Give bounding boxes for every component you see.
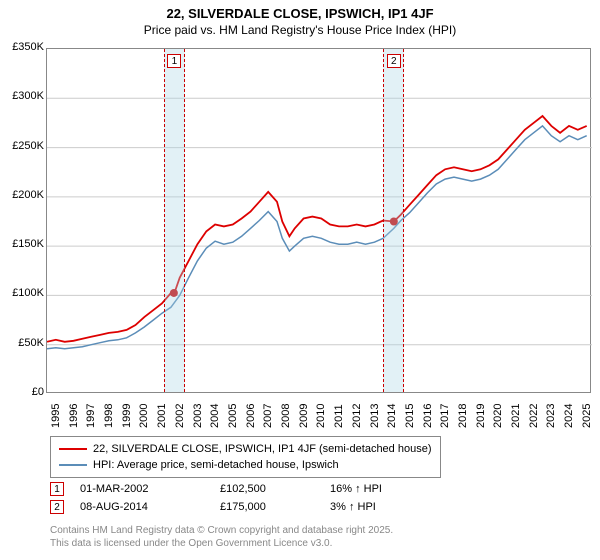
legend-box: 22, SILVERDALE CLOSE, IPSWICH, IP1 4JF (… xyxy=(50,436,441,478)
legend-label: 22, SILVERDALE CLOSE, IPSWICH, IP1 4JF (… xyxy=(93,443,432,455)
y-tick-label: £300K xyxy=(0,90,44,102)
chart-container: 22, SILVERDALE CLOSE, IPSWICH, IP1 4JF P… xyxy=(0,0,600,560)
x-tick-label: 2021 xyxy=(510,404,522,428)
legend-swatch xyxy=(59,448,87,450)
sale-date: 01-MAR-2002 xyxy=(80,483,220,495)
x-tick-label: 2003 xyxy=(192,404,204,428)
legend-label: HPI: Average price, semi-detached house,… xyxy=(93,459,339,471)
x-tick-label: 2024 xyxy=(563,404,575,428)
x-tick-label: 2019 xyxy=(475,404,487,428)
sale-marker-icon: 2 xyxy=(387,54,401,68)
sale-price: £102,500 xyxy=(220,483,330,495)
sale-shade xyxy=(164,49,185,392)
footer-attribution: Contains HM Land Registry data © Crown c… xyxy=(50,524,393,550)
sale-marker-icon: 2 xyxy=(50,500,64,514)
x-tick-label: 2006 xyxy=(245,404,257,428)
x-tick-label: 1998 xyxy=(103,404,115,428)
title-block: 22, SILVERDALE CLOSE, IPSWICH, IP1 4JF P… xyxy=(0,0,600,37)
x-tick-label: 2002 xyxy=(174,404,186,428)
y-tick-label: £200K xyxy=(0,189,44,201)
x-tick-label: 2020 xyxy=(492,404,504,428)
x-tick-label: 2000 xyxy=(138,404,150,428)
x-tick-label: 2013 xyxy=(369,404,381,428)
footer-line: This data is licensed under the Open Gov… xyxy=(50,537,393,550)
sale-marker-icon: 1 xyxy=(167,54,181,68)
chart-svg xyxy=(47,49,592,394)
legend-swatch xyxy=(59,464,87,466)
sale-row: 1 01-MAR-2002 £102,500 16% ↑ HPI xyxy=(50,480,570,498)
chart-title: 22, SILVERDALE CLOSE, IPSWICH, IP1 4JF xyxy=(0,6,600,21)
legend-item: HPI: Average price, semi-detached house,… xyxy=(59,457,432,473)
y-axis-labels: £0£50K£100K£150K£200K£250K£300K£350K xyxy=(0,48,44,393)
x-tick-label: 2018 xyxy=(457,404,469,428)
x-axis-labels: 1995 1996 1997 1998 1999 2000 2001 2002 2003 2004… xyxy=(46,398,591,430)
x-tick-label: 1995 xyxy=(50,404,62,428)
x-tick-label: 2010 xyxy=(315,404,327,428)
y-tick-label: £250K xyxy=(0,140,44,152)
y-tick-label: £100K xyxy=(0,287,44,299)
sale-price: £175,000 xyxy=(220,501,330,513)
x-tick-label: 2015 xyxy=(404,404,416,428)
x-tick-label: 2009 xyxy=(298,404,310,428)
y-tick-label: £350K xyxy=(0,41,44,53)
sale-shade xyxy=(383,49,404,392)
x-tick-label: 2007 xyxy=(262,404,274,428)
y-tick-label: £150K xyxy=(0,238,44,250)
x-tick-label: 2016 xyxy=(422,404,434,428)
sale-date: 08-AUG-2014 xyxy=(80,501,220,513)
legend-item: 22, SILVERDALE CLOSE, IPSWICH, IP1 4JF (… xyxy=(59,441,432,457)
x-tick-label: 2004 xyxy=(209,404,221,428)
x-tick-label: 2001 xyxy=(156,404,168,428)
sale-delta: 3% ↑ HPI xyxy=(330,501,430,513)
x-tick-label: 2014 xyxy=(386,404,398,428)
x-tick-label: 2008 xyxy=(280,404,292,428)
y-tick-label: £0 xyxy=(0,386,44,398)
sale-delta: 16% ↑ HPI xyxy=(330,483,430,495)
x-tick-label: 1997 xyxy=(85,404,97,428)
sales-table: 1 01-MAR-2002 £102,500 16% ↑ HPI 2 08-AU… xyxy=(50,480,570,516)
x-tick-label: 1999 xyxy=(121,404,133,428)
x-tick-label: 2017 xyxy=(439,404,451,428)
sale-row: 2 08-AUG-2014 £175,000 3% ↑ HPI xyxy=(50,498,570,516)
footer-line: Contains HM Land Registry data © Crown c… xyxy=(50,524,393,537)
x-tick-label: 1996 xyxy=(68,404,80,428)
sale-marker-icon: 1 xyxy=(50,482,64,496)
x-tick-label: 2025 xyxy=(581,404,593,428)
y-tick-label: £50K xyxy=(0,337,44,349)
x-tick-label: 2005 xyxy=(227,404,239,428)
x-tick-label: 2012 xyxy=(351,404,363,428)
x-tick-label: 2023 xyxy=(545,404,557,428)
x-tick-label: 2011 xyxy=(333,404,345,428)
chart-subtitle: Price paid vs. HM Land Registry's House … xyxy=(0,23,600,37)
x-tick-label: 2022 xyxy=(528,404,540,428)
chart-plot-area: 12 xyxy=(46,48,591,393)
